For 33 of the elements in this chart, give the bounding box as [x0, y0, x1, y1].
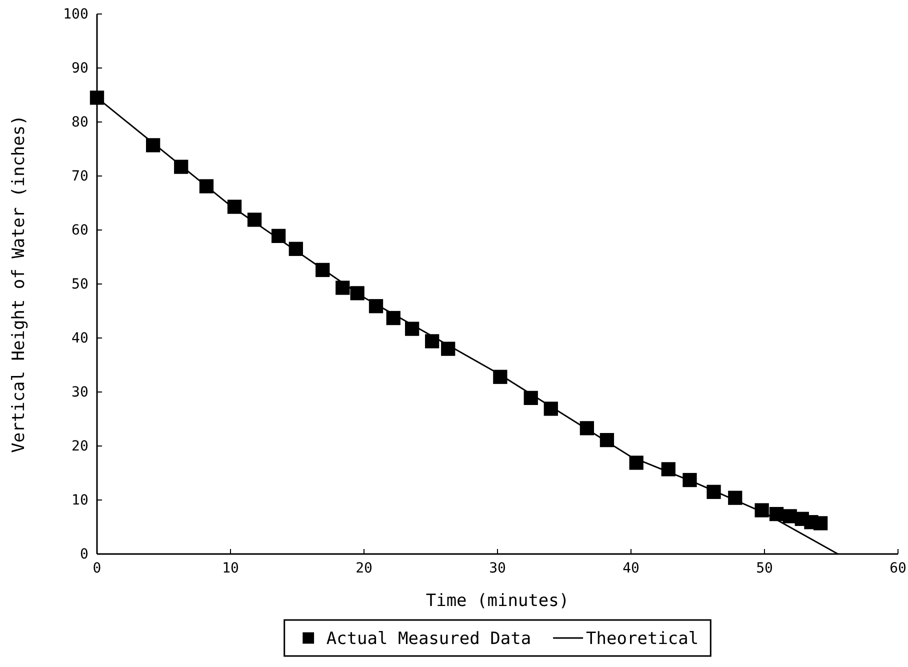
point	[404, 322, 420, 336]
point	[629, 456, 644, 470]
y-tick-label: 30	[72, 384, 88, 400]
y-axis-title: Vertical Height of Water (inches)	[9, 115, 29, 453]
legend-label: Actual Measured Data	[326, 629, 532, 649]
y-tick-label: 50	[72, 276, 88, 292]
y-tick-label: 0	[80, 546, 88, 562]
point	[814, 516, 828, 530]
point	[425, 334, 440, 348]
x-tick-label: 60	[890, 560, 906, 576]
x-tick-label: 50	[756, 560, 773, 576]
x-axis-title: Time (minutes)	[426, 591, 570, 611]
legend-label: Theoretical	[586, 629, 699, 649]
point	[90, 90, 104, 105]
x-tick-label: 40	[622, 560, 640, 576]
x-tick-label: 10	[222, 560, 239, 576]
point	[441, 342, 456, 356]
y-tick-label: 90	[72, 60, 88, 76]
y-tick-label: 70	[72, 168, 88, 184]
y-tick-label: 60	[72, 222, 88, 238]
point	[661, 462, 676, 476]
y-tick-label: 100	[63, 6, 88, 22]
point	[706, 484, 721, 499]
point	[682, 472, 697, 488]
y-tick-label: 40	[72, 330, 88, 346]
x-tick-label: 0	[92, 560, 102, 576]
x-tick-label: 20	[356, 560, 372, 576]
point	[336, 280, 350, 295]
point	[754, 503, 769, 518]
y-tick-label: 80	[72, 114, 88, 130]
y-tick-label: 10	[72, 492, 88, 508]
x-tick-label: 30	[489, 560, 506, 576]
y-tick-label: 20	[72, 438, 88, 454]
